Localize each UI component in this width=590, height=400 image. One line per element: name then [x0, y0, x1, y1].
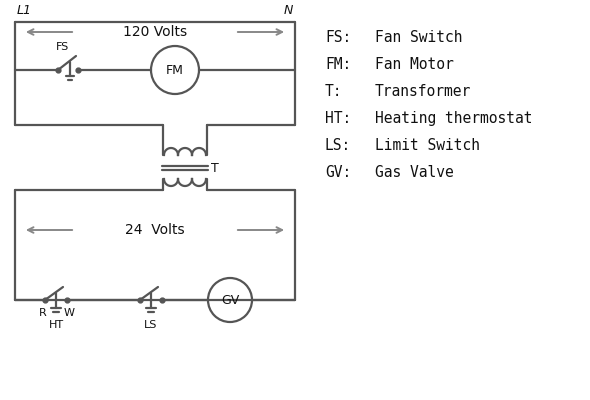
Text: T: T: [211, 162, 219, 174]
Text: FM: FM: [166, 64, 184, 76]
Text: LS: LS: [145, 320, 158, 330]
Text: Heating thermostat: Heating thermostat: [375, 111, 533, 126]
Text: Fan Motor: Fan Motor: [375, 57, 454, 72]
Text: Gas Valve: Gas Valve: [375, 165, 454, 180]
Text: W: W: [64, 308, 74, 318]
Text: HT:: HT:: [325, 111, 351, 126]
Text: T:: T:: [325, 84, 343, 99]
Text: 120 Volts: 120 Volts: [123, 25, 187, 39]
Text: R: R: [39, 308, 47, 318]
Text: FS: FS: [56, 42, 69, 52]
Text: FS:: FS:: [325, 30, 351, 45]
Text: HT: HT: [48, 320, 64, 330]
Text: Limit Switch: Limit Switch: [375, 138, 480, 153]
Text: GV: GV: [221, 294, 239, 306]
Text: Fan Switch: Fan Switch: [375, 30, 463, 45]
Text: 24  Volts: 24 Volts: [125, 223, 185, 237]
Text: L1: L1: [17, 4, 32, 17]
Text: LS:: LS:: [325, 138, 351, 153]
Text: GV:: GV:: [325, 165, 351, 180]
Text: FM:: FM:: [325, 57, 351, 72]
Text: Transformer: Transformer: [375, 84, 471, 99]
Text: N: N: [284, 4, 293, 17]
